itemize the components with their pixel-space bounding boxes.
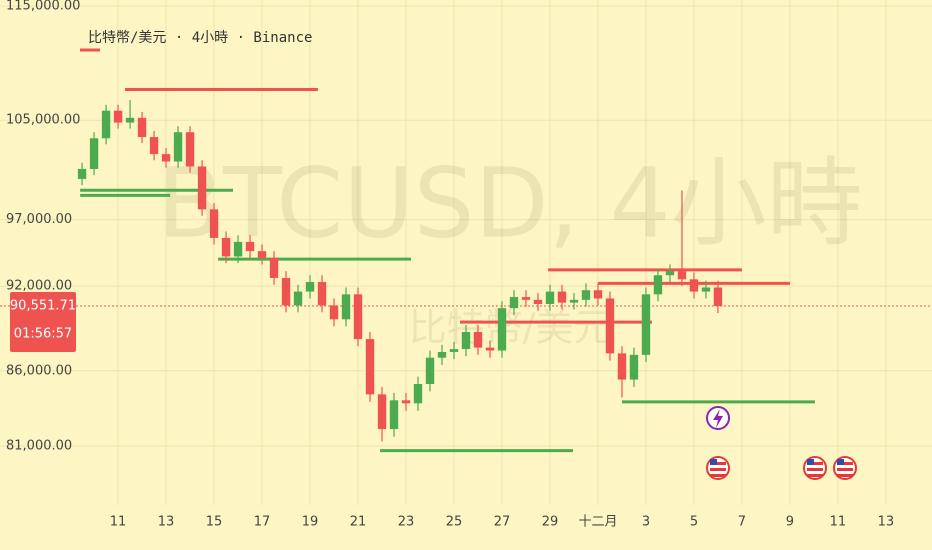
candle-body bbox=[485, 347, 495, 351]
candle-body bbox=[221, 237, 231, 257]
candle-body bbox=[341, 294, 351, 320]
x-tick-label: 27 bbox=[494, 515, 511, 530]
candle-body bbox=[641, 294, 651, 355]
candle-body bbox=[377, 394, 387, 430]
x-tick-label: 25 bbox=[446, 515, 463, 530]
y-tick-label: 115,000.00 bbox=[6, 0, 80, 13]
candle-body bbox=[629, 354, 639, 380]
last-price-label: 90,551.71 bbox=[10, 299, 76, 314]
candle-body bbox=[137, 117, 147, 138]
labels: 81,000.00 86,000.00 92,000.00 97,000.00 105,… bbox=[6, 0, 894, 530]
candle-body bbox=[545, 291, 555, 304]
candles bbox=[77, 100, 723, 442]
y-tick-label: 81,000.00 bbox=[6, 438, 72, 453]
candle-body bbox=[233, 241, 243, 257]
y-tick-label: 92,000.00 bbox=[6, 279, 72, 294]
candle-body bbox=[557, 291, 567, 303]
candle-body bbox=[533, 299, 543, 304]
us-flag-icon[interactable] bbox=[833, 456, 857, 480]
x-tick-label: 15 bbox=[206, 515, 223, 530]
watermark-subtitle: 比特幣/美元 bbox=[409, 306, 612, 350]
countdown-label: 01:56:57 bbox=[14, 327, 72, 342]
candle-body bbox=[305, 282, 315, 292]
x-tick-label: 13 bbox=[158, 515, 175, 530]
candle-body bbox=[173, 132, 183, 162]
candle-body bbox=[581, 290, 591, 300]
candle-body bbox=[509, 297, 519, 309]
candle-body bbox=[437, 351, 447, 358]
x-tick-label: 29 bbox=[542, 515, 559, 530]
x-tick-label: 19 bbox=[302, 515, 319, 530]
lightning bbox=[713, 409, 723, 428]
candle-body bbox=[713, 287, 723, 307]
candle-body bbox=[197, 166, 207, 210]
candle-body bbox=[401, 400, 411, 404]
candle-body bbox=[209, 209, 219, 238]
last-price-box bbox=[10, 292, 76, 353]
candle-body bbox=[77, 168, 87, 179]
event-icons bbox=[706, 406, 857, 480]
candle-body bbox=[569, 299, 579, 303]
candle-body bbox=[317, 282, 327, 306]
x-tick-label: 7 bbox=[738, 515, 746, 530]
x-tick-label: 17 bbox=[254, 515, 271, 530]
candle-body bbox=[101, 110, 111, 139]
candle-body bbox=[89, 138, 99, 169]
us-flag-icon[interactable] bbox=[803, 456, 827, 480]
candle-body bbox=[269, 257, 279, 278]
candle-body bbox=[389, 400, 399, 430]
candle-body bbox=[461, 331, 471, 350]
candle-body bbox=[353, 294, 363, 340]
candle-body bbox=[521, 297, 531, 300]
x-tick-label: 23 bbox=[398, 515, 415, 530]
x-tick-label: 9 bbox=[786, 515, 794, 530]
candle-body bbox=[245, 241, 255, 252]
candle-body bbox=[149, 137, 159, 155]
candle-body bbox=[605, 298, 615, 354]
x-tick-label: 21 bbox=[350, 515, 367, 530]
candle-body bbox=[281, 277, 291, 306]
candle-body bbox=[293, 291, 303, 306]
candle-body bbox=[701, 287, 711, 292]
candle-body bbox=[113, 110, 123, 123]
x-tick-label: 十二月 bbox=[578, 515, 617, 530]
candle-body bbox=[413, 383, 423, 404]
candle-body bbox=[125, 117, 135, 123]
candle-body bbox=[617, 353, 627, 380]
candle-body bbox=[677, 271, 687, 280]
us-flag-icon[interactable] bbox=[706, 456, 730, 480]
x-tick-label: 11 bbox=[830, 515, 847, 530]
candle-body bbox=[497, 308, 507, 351]
candle-body bbox=[593, 290, 603, 299]
candle-body bbox=[449, 349, 459, 352]
x-tick-label: 5 bbox=[690, 515, 698, 530]
levels bbox=[0, 87, 932, 453]
candle-body bbox=[425, 357, 435, 384]
candle-body bbox=[665, 271, 675, 276]
candle-body bbox=[161, 154, 171, 162]
candle-body bbox=[329, 305, 339, 320]
grid bbox=[0, 0, 932, 505]
y-tick-label: 86,000.00 bbox=[6, 363, 72, 378]
x-tick-label: 11 bbox=[110, 515, 127, 530]
x-tick-label: 13 bbox=[878, 515, 895, 530]
candle-body bbox=[365, 339, 375, 395]
candle-body bbox=[473, 331, 483, 348]
watermark: BTCUSD, 4小時 bbox=[157, 147, 862, 259]
y-tick-label: 97,000.00 bbox=[6, 212, 72, 227]
candle-body bbox=[185, 132, 195, 167]
candle-body bbox=[257, 251, 267, 258]
x-tick-label: 3 bbox=[642, 515, 650, 530]
chart-title: 比特幣/美元 · 4小時 · Binance bbox=[88, 30, 312, 46]
y-tick-label: 105,000.00 bbox=[6, 113, 80, 128]
candle-body bbox=[689, 279, 699, 292]
candle-body bbox=[653, 275, 663, 295]
